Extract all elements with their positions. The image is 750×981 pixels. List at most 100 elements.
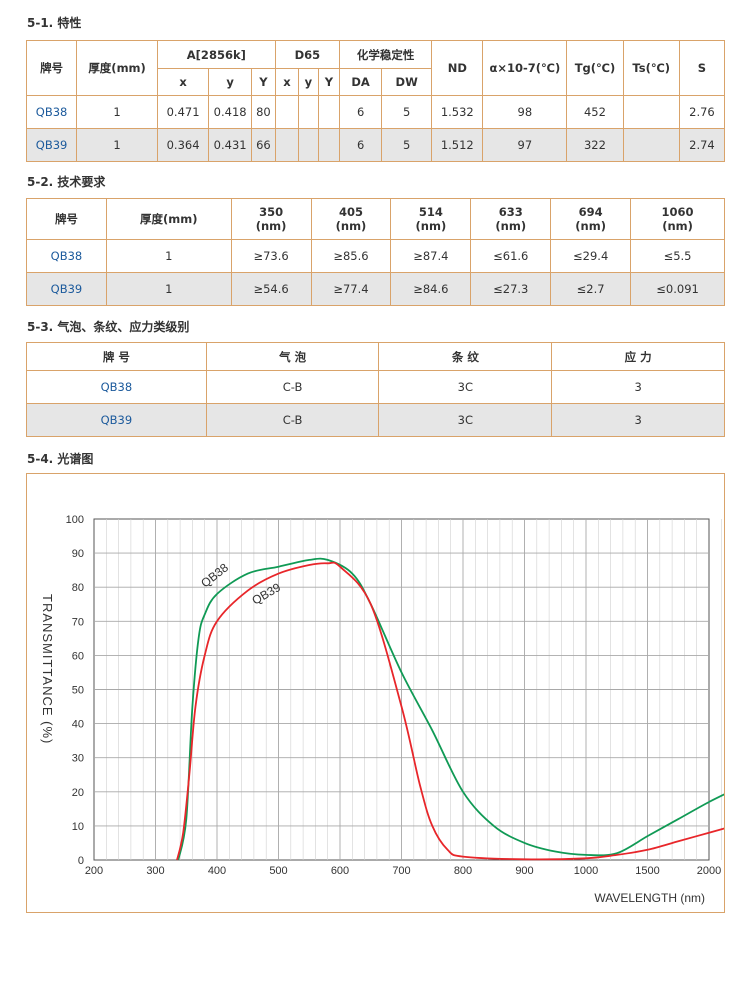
series-line-qb39 [176, 561, 750, 861]
series-line-qb38 [177, 557, 750, 861]
x-axis-label: WAVELENGTH (nm) [594, 891, 705, 905]
cell-d65-Y [317, 128, 341, 162]
header-633nm: 633 (nm) [470, 198, 552, 240]
header-tg: Tg(℃) [566, 40, 624, 96]
x-tick-label: 500 [269, 865, 287, 877]
cell-thickness: 1 [105, 239, 232, 273]
cell-da: 6 [339, 128, 383, 162]
y-tick-labels: 0 10 20 30 40 50 60 70 80 90 100 [66, 514, 84, 867]
cell-d65-y [298, 128, 319, 162]
grade-link-qb39[interactable]: QB39 [26, 272, 107, 306]
header-grade: 牌号 [25, 40, 78, 96]
cell-stress: 3 [551, 370, 725, 404]
requirements-table: 牌号 厚度(mm) 350 (nm) 405 (nm) 514 (nm) 633 (nm… [26, 198, 725, 306]
cell-514: ≥84.6 [390, 272, 472, 306]
cell-x: 0.364 [156, 128, 210, 162]
cell-alpha: 97 [482, 128, 568, 162]
cell-d65-x [274, 95, 300, 129]
y-tick-label: 100 [66, 514, 84, 526]
grade-link-qb39[interactable]: QB39 [25, 128, 78, 162]
cell-thickness: 1 [105, 272, 232, 306]
cell-514: ≥87.4 [390, 239, 472, 273]
cell-striae: 3C [378, 370, 553, 404]
cell-thickness: 1 [76, 128, 158, 162]
cell-alpha: 98 [482, 95, 568, 129]
y-tick-label: 10 [72, 821, 84, 833]
y-tick-label: 90 [72, 548, 84, 560]
cell-bubble: C-B [205, 370, 380, 404]
header-350nm: 350 (nm) [230, 198, 312, 240]
grid-lines [94, 519, 747, 860]
header-striae: 条 纹 [378, 342, 553, 371]
cell-405: ≥77.4 [310, 272, 392, 306]
cell-d65-y [298, 95, 319, 129]
header-a-Y: Y [251, 68, 276, 96]
cell-y: 0.431 [208, 128, 253, 162]
cell-405: ≥85.6 [310, 239, 392, 273]
cell-striae: 3C [378, 403, 553, 437]
x-tick-label: 600 [331, 865, 349, 877]
cell-d65-Y [317, 95, 341, 129]
y-tick-label: 60 [72, 650, 84, 662]
header-405nm: 405 (nm) [310, 198, 392, 240]
cell-350: ≥54.6 [230, 272, 312, 306]
header-ts: Ts(℃) [622, 40, 680, 96]
x-tick-label: 800 [454, 865, 472, 877]
grade-link-qb38[interactable]: QB38 [26, 370, 207, 404]
grade-link-qb38[interactable]: QB38 [26, 239, 107, 273]
table-row: QB39 C-B 3C 3 [26, 403, 725, 437]
header-d65-y: y [298, 68, 319, 96]
cell-ts [622, 128, 680, 162]
x-tick-label: 900 [515, 865, 533, 877]
x-tick-label: 2000 [697, 865, 721, 877]
y-tick-label: 80 [72, 582, 84, 594]
y-tick-label: 40 [72, 719, 84, 731]
cell-633: ≤27.3 [470, 272, 552, 306]
cell-nd: 1.512 [431, 128, 484, 162]
y-tick-label: 20 [72, 787, 84, 799]
header-alpha: α×10-7(℃) [482, 40, 568, 96]
x-tick-label: 700 [392, 865, 410, 877]
table-row: QB38 C-B 3C 3 [26, 370, 725, 404]
cell-tg: 322 [566, 128, 624, 162]
table-row: QB39 1 0.364 0.431 66 6 5 1.512 97 322 2… [25, 128, 726, 162]
section-title-requirements: 5-2. 技术要求 [27, 175, 106, 189]
header-grade: 牌 号 [26, 342, 207, 371]
quality-grades-table: 牌 号 气 泡 条 纹 应 力 QB38 C-B 3C 3 QB39 C-B 3… [26, 342, 725, 437]
cell-Y: 80 [251, 95, 276, 129]
header-thickness: 厚度(mm) [105, 198, 232, 240]
header-d65-Y: Y [317, 68, 341, 96]
spectrum-chart-frame: 0 10 20 30 40 50 60 70 80 90 100 200 300 400 500 600 70… [26, 473, 750, 913]
y-tick-label: 70 [72, 616, 84, 628]
header-chemical-stability: 化学稳定性 [339, 40, 433, 69]
header-a-x: x [156, 68, 210, 96]
header-bubble: 气 泡 [205, 342, 380, 371]
y-tick-label: 30 [72, 753, 84, 765]
cell-thickness: 1 [76, 95, 158, 129]
x-tick-label: 300 [146, 865, 164, 877]
grade-link-qb38[interactable]: QB38 [25, 95, 78, 129]
cell-1060: ≤5.5 [630, 239, 725, 273]
section-title-properties: 5-1. 特性 [27, 16, 82, 30]
header-stress: 应 力 [551, 342, 725, 371]
cell-ts [622, 95, 680, 129]
y-tick-label: 50 [72, 685, 84, 697]
cell-x: 0.471 [156, 95, 210, 129]
series-lines [176, 557, 750, 861]
header-dw: DW [381, 68, 433, 96]
section-title-quality-grades: 5-3. 气泡、条纹、应力类级别 [27, 320, 190, 334]
header-s: S [678, 40, 726, 96]
cell-y: 0.418 [208, 95, 253, 129]
cell-350: ≥73.6 [230, 239, 312, 273]
cell-dw: 5 [381, 95, 433, 129]
cell-s: 2.74 [678, 128, 726, 162]
header-thickness: 厚度(mm) [76, 40, 158, 96]
grade-link-qb39[interactable]: QB39 [26, 403, 207, 437]
y-tick-label: 0 [78, 855, 84, 867]
x-tick-label: 200 [85, 865, 103, 877]
x-tick-label: 400 [208, 865, 226, 877]
cell-694: ≤2.7 [550, 272, 632, 306]
cell-d65-x [274, 128, 300, 162]
cell-nd: 1.532 [431, 95, 484, 129]
spectrum-chart: 0 10 20 30 40 50 60 70 80 90 100 200 300 400 500 600 70… [40, 514, 750, 905]
